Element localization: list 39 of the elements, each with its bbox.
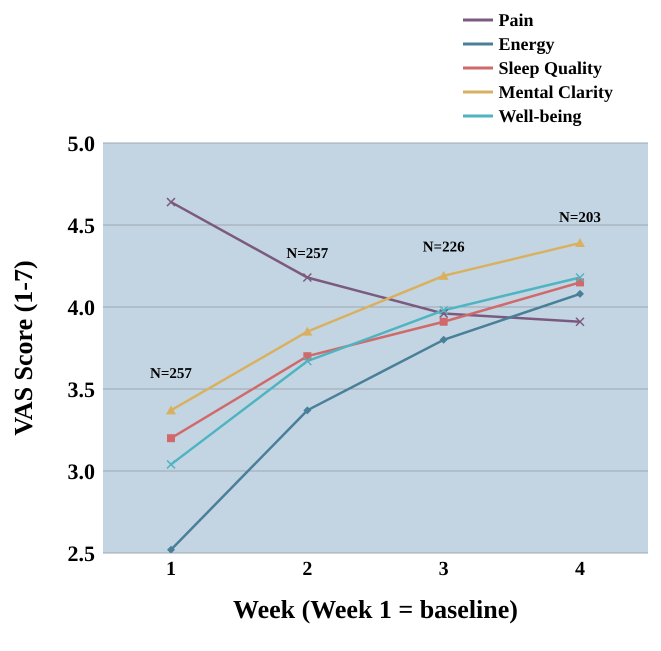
y-axis-title: VAS Score (1-7) — [9, 260, 38, 436]
legend-label: Well-being — [498, 105, 582, 128]
annotation: N=203 — [559, 210, 601, 226]
annotation: N=257 — [286, 246, 329, 262]
point — [575, 317, 585, 327]
point — [302, 272, 312, 282]
y-tick-label: 2.5 — [68, 540, 95, 566]
annotation: N=226 — [422, 240, 466, 256]
point — [575, 272, 585, 282]
x-tick-label: 2 — [302, 558, 312, 580]
point — [438, 270, 449, 280]
point — [303, 406, 312, 414]
point — [438, 308, 448, 318]
point — [440, 336, 448, 344]
point — [167, 546, 175, 553]
point — [576, 290, 584, 298]
point — [167, 434, 175, 442]
legend-label: Pain — [498, 9, 534, 32]
x-tick-label: 1 — [166, 558, 176, 580]
y-tick-label: 3.5 — [68, 376, 95, 402]
x-axis-title: Week (Week 1 = baseline) — [233, 595, 518, 624]
y-tick-label: 4.5 — [68, 212, 95, 238]
y-tick-label: 3.0 — [68, 458, 95, 484]
point — [440, 318, 448, 326]
point — [438, 306, 448, 316]
point — [166, 460, 176, 470]
legend-label: Mental Clarity — [498, 81, 613, 104]
point — [302, 356, 312, 366]
point — [302, 326, 312, 336]
legend-label: Sleep Quality — [498, 57, 602, 80]
y-tick-label: 4.0 — [68, 294, 95, 320]
x-tick-label: 4 — [575, 558, 585, 580]
point — [166, 197, 176, 207]
x-tick-label: 3 — [438, 558, 449, 580]
point — [166, 405, 176, 414]
legend-label: Energy — [498, 33, 555, 56]
y-tick-label: 5.0 — [68, 130, 95, 156]
annotation: N=257 — [150, 366, 192, 382]
point — [575, 238, 585, 248]
